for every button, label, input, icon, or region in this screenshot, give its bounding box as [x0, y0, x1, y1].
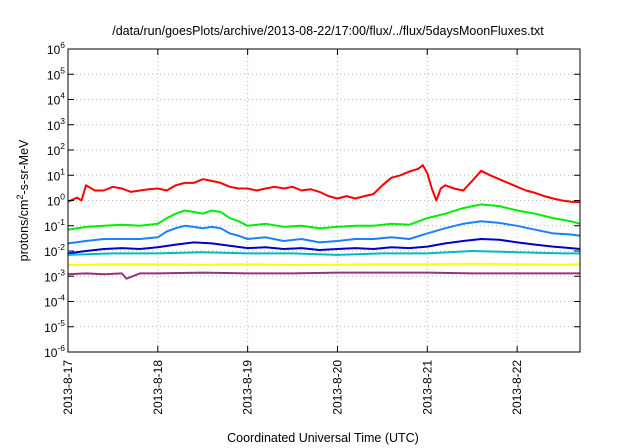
y-axis-label-suffix: -s-sr-MeV — [17, 139, 31, 195]
y-tick-label: 105 — [47, 65, 65, 82]
y-tick-label-exponent: -5 — [57, 318, 65, 328]
y-tick-label: 10-3 — [44, 267, 65, 284]
y-tick-label-base: 10 — [44, 346, 58, 360]
y-tick-label: 101 — [47, 166, 65, 183]
y-tick-label-base: 10 — [47, 195, 61, 209]
y-tick-label-base: 10 — [47, 144, 61, 158]
y-tick-label: 10-2 — [44, 242, 65, 259]
y-tick-label-exponent: 6 — [60, 40, 65, 50]
series-line — [67, 238, 581, 255]
y-tick-label-base: 10 — [44, 270, 58, 284]
y-tick-label-exponent: -6 — [57, 343, 65, 353]
y-tick-label-exponent: -3 — [57, 267, 65, 277]
y-tick-label: 10-5 — [44, 318, 65, 335]
y-tick-label-exponent: -1 — [57, 217, 65, 227]
y-tick-labels: 10-610-510-410-310-210-11001011021031041… — [44, 40, 65, 360]
y-tick-label: 104 — [47, 91, 65, 108]
chart-title: /data/run/goesPlots/archive/2013-08-22/1… — [112, 24, 544, 38]
y-tick-label-base: 10 — [44, 245, 58, 259]
y-tick-label-exponent: 1 — [60, 166, 65, 176]
series-line — [67, 250, 580, 256]
y-axis-label-prefix: protons/cm — [17, 200, 31, 262]
y-tick-label: 10-1 — [44, 217, 65, 234]
grid-lines — [68, 49, 580, 352]
y-tick-label-base: 10 — [47, 119, 61, 133]
y-tick-label-exponent: 0 — [60, 192, 65, 202]
x-tick-labels: 2013-8-17 2013-8-18 2013-8-19 2013-8-20 2013… — [61, 360, 524, 415]
y-axis-label-superscript: 2 — [15, 195, 25, 200]
y-tick-label-base: 10 — [47, 43, 61, 57]
tick-marks — [67, 48, 580, 353]
y-tick-label: 10-6 — [44, 343, 65, 360]
x-tick-label: 2013-8-22 — [510, 360, 524, 415]
y-tick-label-base: 10 — [47, 68, 61, 82]
y-tick-label-exponent: 4 — [60, 91, 65, 101]
x-axis-label: Coordinated Universal Time (UTC) — [227, 431, 419, 445]
x-tick-label: 2013-8-21 — [420, 360, 434, 415]
series-line — [67, 220, 581, 245]
y-tick-label-exponent: -4 — [57, 293, 65, 303]
y-tick-label-exponent: 3 — [60, 116, 65, 126]
y-tick-label-base: 10 — [44, 220, 58, 234]
series-lines — [67, 164, 581, 280]
y-tick-label: 106 — [47, 40, 65, 57]
x-tick-label: 2013-8-19 — [241, 360, 255, 415]
y-tick-label-exponent: -2 — [57, 242, 65, 252]
y-tick-label: 103 — [47, 116, 65, 133]
y-tick-label: 102 — [47, 141, 65, 158]
series-line — [67, 262, 581, 266]
x-tick-label: 2013-8-17 — [61, 360, 75, 415]
y-axis-label: protons/cm2-s-sr-MeV — [15, 139, 31, 261]
y-tick-label-base: 10 — [47, 169, 61, 183]
y-tick-label-exponent: 5 — [60, 65, 65, 75]
y-tick-label-base: 10 — [47, 94, 61, 108]
x-tick-label: 2013-8-20 — [330, 360, 344, 415]
x-tick-label: 2013-8-18 — [151, 360, 165, 415]
y-tick-label-base: 10 — [44, 296, 58, 310]
y-tick-label-exponent: 2 — [60, 141, 65, 151]
y-tick-label: 100 — [47, 192, 65, 209]
series-line — [67, 203, 581, 231]
series-line — [67, 164, 581, 204]
series-line — [67, 271, 580, 280]
y-tick-label: 10-4 — [44, 293, 65, 310]
y-tick-label-base: 10 — [44, 321, 58, 335]
